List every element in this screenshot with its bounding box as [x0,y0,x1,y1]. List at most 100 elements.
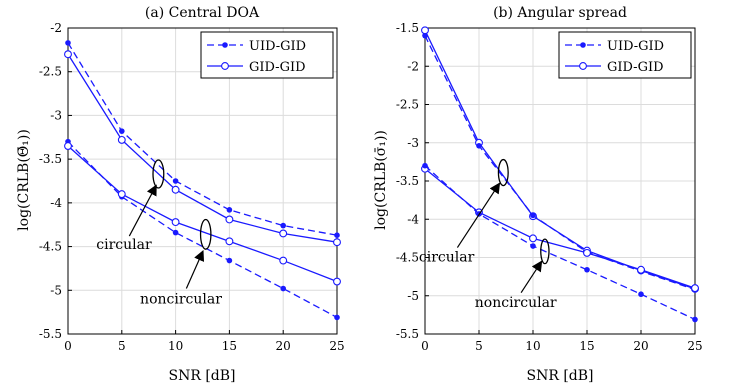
data-point-noncircular-uid-gid-b [692,316,698,323]
annotation-ellipse-noncircular-b [540,238,550,265]
data-point-noncircular-gid-gid-b [583,248,591,257]
data-point-circular-gid-gid-a [225,215,234,224]
x-tick-label-a: 5 [118,339,126,353]
x-tick-label-b: 20 [633,339,648,353]
data-point-circular-uid-gid-a [280,222,287,229]
data-point-noncircular-gid-gid-b [529,234,537,243]
x-tick-label-b: 5 [475,339,483,353]
data-point-circular-uid-gid-b [530,212,536,219]
x-tick-label-a: 10 [168,339,183,353]
data-point-circular-gid-gid-a [333,238,341,247]
x-tick-label-a: 0 [64,339,72,353]
data-point-noncircular-uid-gid-b [584,266,590,273]
panel-central-doa: (a) Central DOA 0 5 10 15 20 25 -2 -2.5 -3 -3.5 -4… [16,5,345,384]
y-tick-label-a: -3.5 [39,152,62,166]
y-tick-label-b: -1.5 [396,21,419,35]
x-tick-label-a: 15 [222,339,237,353]
legend-marker-gid-gid-b [579,62,587,70]
legend-label-gid-gid-b: GID-GID [607,60,664,75]
data-point-noncircular-uid-gid-b [422,162,428,169]
series-line-circular-uid-gid-b [424,35,696,291]
data-point-circular-uid-gid-a [226,207,233,213]
data-point-noncircular-gid-gid-a [333,277,341,286]
data-point-noncircular-uid-gid-a [280,285,287,292]
annotation-ellipse-circular-b [497,158,509,187]
annotation-arrow-noncircular-a [185,249,205,289]
annotation-label-noncircular-b: noncircular [475,295,557,311]
data-point-circular-uid-gid-a [119,128,125,134]
y-tick-label-a: -5 [50,283,62,297]
data-point-noncircular-gid-gid-a [279,256,288,265]
x-tick-label-b: 15 [579,339,594,353]
data-point-circular-uid-gid-b [476,143,482,149]
y-tick-label-b: -2 [407,59,419,73]
legend-label-gid-gid-a: GID-GID [249,60,306,75]
data-point-noncircular-gid-gid-a [64,142,72,150]
y-tick-label-a: -2 [50,21,62,35]
panel-angular-spread: (b) Angular spread 0 5 10 15 20 25 -1.5 -2 -2.5 -… [373,5,703,384]
y-axis-label-a: log(CRLB(Θ̄₁)) [16,129,32,231]
data-point-circular-gid-gid-a [171,185,180,194]
y-tick-label-b: -5.5 [396,327,419,341]
y-tick-label-b: -4 [407,212,419,226]
data-point-circular-uid-gid-b [422,32,428,39]
series-line-noncircular-uid-gid-b [424,165,696,321]
plot-background-a [68,28,337,334]
y-axis-label-b: log(CRLB(σ̄₁)) [373,130,389,230]
data-point-circular-uid-gid-a [334,232,340,239]
annotation-arrow-noncircular-b [520,260,543,294]
x-tick-label-a: 20 [276,339,291,353]
y-tick-label-b: -3.5 [396,174,419,188]
series-line-noncircular-gid-gid-a [67,145,338,283]
y-tick-label-a: -2.5 [39,65,62,79]
series-line-circular-uid-gid-a [67,42,338,236]
data-point-noncircular-gid-gid-a [225,237,234,246]
legend-box-a [200,31,334,79]
y-tick-label-a: -4.5 [39,240,62,254]
y-tick-label-b: -2.5 [396,98,419,112]
annotation-label-noncircular-a: noncircular [140,291,222,307]
data-point-noncircular-gid-gid-b [637,265,645,274]
data-point-noncircular-uid-gid-b [530,243,536,249]
annotation-arrow-circular-b [456,182,501,248]
chart-title-a: (a) Central DOA [145,5,260,21]
data-point-circular-gid-gid-a [279,229,288,238]
chart-title-b: (b) Angular spread [493,5,627,21]
series-line-circular-gid-gid-a [67,53,338,243]
annotation-label-circular-b: circular [419,249,475,265]
data-point-noncircular-gid-gid-b [691,284,699,293]
data-point-noncircular-uid-gid-a [334,314,340,321]
x-axis-label-a: SNR [dB] [168,368,235,384]
data-point-noncircular-uid-gid-a [172,229,179,236]
data-point-noncircular-uid-gid-b [638,291,644,298]
legend-box-b [558,31,692,79]
x-tick-label-b: 10 [525,339,540,353]
legend-marker-uid-gid-a [222,42,228,48]
x-tick-label-a: 25 [329,339,344,353]
data-point-circular-uid-gid-a [65,40,71,46]
plot-frame-a [67,27,338,335]
y-tick-label-b: -5 [407,289,419,303]
legend-label-uid-gid-a: UID-GID [249,39,306,54]
annotation-ellipse-noncircular-a [199,218,212,250]
y-tick-label-b: -3 [407,136,419,150]
y-tick-label-b: -4.5 [396,251,419,265]
annotation-arrow-circular-a [128,184,157,237]
y-tick-label-a: -3 [50,108,62,122]
legend-label-uid-gid-b: UID-GID [607,39,664,54]
x-tick-label-b: 0 [421,339,429,353]
x-axis-label-b: SNR [dB] [526,368,593,384]
data-point-circular-uid-gid-a [172,178,179,184]
plot-frame-b [424,27,696,335]
data-point-circular-gid-gid-a [117,135,126,144]
legend-marker-uid-gid-b [580,42,586,48]
data-point-circular-gid-gid-b [421,26,429,35]
annotation-ellipse-circular-a [152,159,165,189]
x-tick-label-b: 25 [687,339,702,353]
data-point-noncircular-gid-gid-a [117,190,126,199]
annotation-label-circular-a: circular [96,237,152,253]
plot-area-a: 0 5 10 15 20 25 -2 -2.5 -3 -3.5 -4 -4.5 -5 -5.5 circul… [39,21,345,353]
plot-area-b: 0 5 10 15 20 25 -1.5 -2 -2.5 -3 -3.5 -4 -4.5 -5 -5.5 ci… [396,21,703,353]
data-point-circular-gid-gid-a [64,50,72,59]
